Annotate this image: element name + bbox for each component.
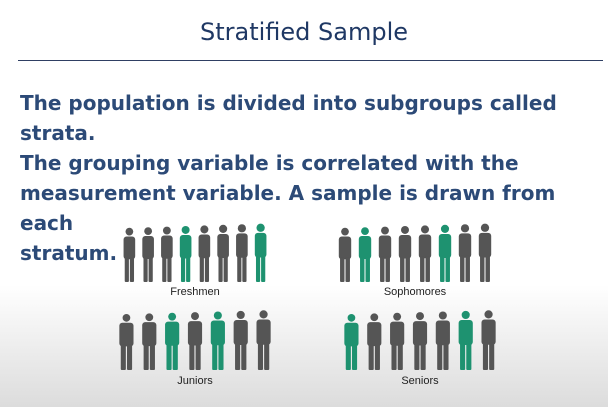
person-figure-green (179, 226, 192, 282)
person-figure-gray (481, 310, 496, 370)
person-figure-green (358, 227, 372, 282)
person-figure-green (458, 310, 473, 370)
slide-title: Stratified Sample (199, 18, 409, 46)
person-figure-gray (458, 224, 472, 282)
person-figure-gray (123, 227, 136, 282)
stratum-label-sophomores: Sophomores (383, 286, 447, 298)
body-line-4: stratum. (20, 241, 118, 265)
person-figure-gray (398, 226, 412, 282)
person-figure-gray (119, 313, 134, 370)
person-figure-green (438, 224, 452, 282)
stratum-seniors: Seniors (340, 308, 500, 393)
person-figure-gray (418, 225, 432, 282)
person-figure-gray (142, 227, 154, 282)
person-figure-gray (217, 224, 229, 282)
person-figure-green (254, 223, 267, 282)
stratum-sophomores: Sophomores (335, 222, 495, 302)
body-line-3: measurement variable. A sample is drawn … (20, 181, 556, 235)
person-figure-gray (233, 310, 248, 370)
person-figure-gray (161, 226, 173, 282)
person-figure-gray (236, 224, 248, 282)
person-figure-gray (142, 313, 157, 370)
stratum-label-freshmen: Freshmen (170, 286, 220, 298)
title-divider (18, 60, 603, 61)
juniors-people-illustration (119, 310, 271, 370)
person-figure-gray (338, 227, 352, 282)
person-figure-gray (187, 312, 203, 370)
person-figure-gray (412, 312, 428, 370)
person-figure-gray (378, 226, 392, 282)
person-figure-gray (367, 313, 382, 370)
person-figure-green (165, 312, 180, 370)
person-figure-gray (198, 225, 211, 282)
person-figure-gray (256, 310, 271, 370)
person-figure-gray (478, 223, 492, 282)
body-line-2: The grouping variable is correlated with… (20, 151, 519, 175)
stratum-label-juniors: Juniors (177, 375, 213, 387)
stratum-label-seniors: Seniors (401, 375, 439, 387)
freshmen-people-illustration (123, 223, 267, 282)
person-figure-gray (435, 311, 450, 370)
sophomores-people-illustration (338, 223, 492, 282)
seniors-people-illustration (344, 310, 496, 370)
body-line-1: The population is divided into subgroups… (20, 91, 557, 145)
person-figure-green (210, 311, 225, 370)
stratum-juniors: Juniors (115, 308, 275, 393)
stratum-freshmen: Freshmen (120, 222, 270, 302)
person-figure-gray (390, 312, 405, 370)
person-figure-green (344, 313, 359, 370)
slide-body-text: The population is divided into subgroups… (20, 88, 600, 268)
